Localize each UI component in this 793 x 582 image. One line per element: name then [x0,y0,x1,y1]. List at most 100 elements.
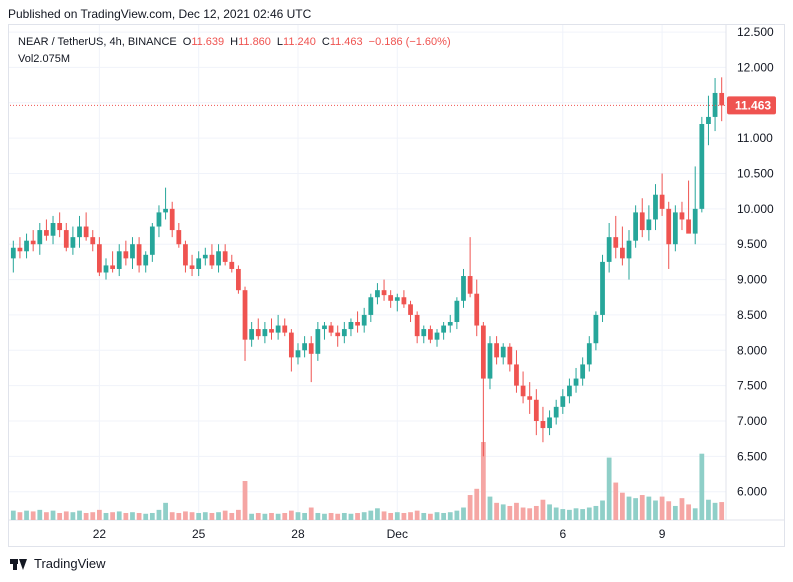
candle-body [686,219,691,234]
candle-body [474,293,480,326]
last-price-label: 11.463 [735,98,771,112]
candle-body [553,406,559,418]
y-tick-label: 12.500 [737,25,774,39]
volume-bar [527,508,533,520]
volume-bar [573,508,579,520]
volume-bar [613,482,619,520]
grid [8,24,785,521]
candle-body [494,343,499,358]
volume-bar [626,496,632,520]
volume-bar [361,512,367,520]
volume-bar [282,512,288,520]
volume-bar [467,495,473,520]
candle-body [375,290,380,298]
volume-bar [44,512,49,520]
candle-body [679,212,685,220]
volume-bar [163,502,168,520]
candle-body [414,314,420,337]
candle-body [428,329,433,340]
candle-body [355,322,360,326]
volume-bar [308,507,314,520]
volume-bar [255,512,261,520]
volume-bar [236,509,241,520]
volume-bar [116,511,122,520]
candle-body [288,332,294,358]
candle-body [560,396,566,407]
candle-body [467,276,473,294]
volume-bar [229,512,235,520]
candle-body [500,346,506,358]
candle-body [242,290,248,340]
tradingview-logo-icon [10,557,28,571]
volume-bar [156,509,162,520]
candle-body [116,251,122,269]
volume-bar [699,453,705,520]
symbol-legend: NEAR / TetherUS, 4h, BINANCE O11.639 H11.8… [18,36,451,48]
volume-bar [474,488,480,520]
volume-bar [375,508,380,520]
volume-bar [593,505,599,520]
candle-body [322,325,327,330]
volume-bar [672,505,678,520]
y-tick-label: 10.500 [737,167,774,181]
candle-body [83,226,89,238]
volume-label: Vol [18,53,34,65]
candle-body [335,332,341,337]
candle-body [672,212,678,245]
volume-bar [408,512,413,520]
candle-body [646,219,652,231]
volume-bar [692,508,698,520]
volume-bar [123,512,129,520]
volume-bar [600,500,605,520]
candle-body [606,237,612,262]
volume-bar [63,511,69,520]
candle-body [110,265,115,269]
candle-body [401,297,407,305]
y-tick-label: 7.500 [737,379,767,393]
candle-body [123,251,129,259]
volume-bar [335,513,341,520]
volume-bar [480,442,486,520]
candle-body [262,329,268,337]
x-tick-label: Dec [387,527,408,541]
chart-frame [8,24,785,547]
volume-bar [275,513,281,520]
volume-bar [24,510,29,520]
high-value: 11.860 [238,36,271,48]
candle-body [24,240,29,252]
symbol-label[interactable]: NEAR / TetherUS, 4h, BINANCE [18,36,177,48]
x-tick-label: 22 [93,527,107,541]
candle-body [156,212,162,227]
candle-body [567,385,572,397]
candle-body [229,261,235,269]
candle-body [639,212,645,231]
candle-body [381,290,387,296]
volume-bar [189,512,195,520]
volume-bar [494,502,499,520]
candle-body [143,254,149,266]
volume-bar [514,502,519,520]
volume-bar [620,492,625,520]
volume-bar [57,512,63,520]
volume-bar [401,512,407,520]
candle-body [719,92,725,106]
time-axis: 22 25 28 Dec 6 9 [93,527,666,541]
candle-body [70,237,76,248]
x-tick-label: 28 [291,527,305,541]
candle-body [573,378,579,386]
volume-bar [381,511,387,520]
volume-bar [646,496,652,520]
volume-bar [136,512,142,520]
volume-bar [394,512,400,520]
volume-bar [341,512,347,520]
candle-body [328,325,334,333]
volume-bar [580,509,586,520]
candle-body [103,265,109,273]
volume-bar [633,498,639,520]
volume-bar [183,511,188,520]
footer-brand[interactable]: TradingView [10,556,106,571]
candle-body [659,194,665,209]
candle-body [341,329,347,337]
candle-body [136,244,142,266]
